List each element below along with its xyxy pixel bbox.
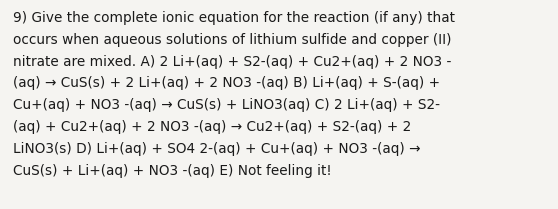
Text: LiNO3(s) D) Li+(aq) + SO4 2-(aq) + Cu+(aq) + NO3 -(aq) →: LiNO3(s) D) Li+(aq) + SO4 2-(aq) + Cu+(a… [13, 142, 421, 156]
Text: (aq) + Cu2+(aq) + 2 NO3 -(aq) → Cu2+(aq) + S2-(aq) + 2: (aq) + Cu2+(aq) + 2 NO3 -(aq) → Cu2+(aq)… [13, 120, 411, 134]
Text: 9) Give the complete ionic equation for the reaction (if any) that: 9) Give the complete ionic equation for … [13, 11, 455, 25]
Text: CuS(s) + Li+(aq) + NO3 -(aq) E) Not feeling it!: CuS(s) + Li+(aq) + NO3 -(aq) E) Not feel… [13, 164, 332, 178]
Text: Cu+(aq) + NO3 -(aq) → CuS(s) + LiNO3(aq) C) 2 Li+(aq) + S2-: Cu+(aq) + NO3 -(aq) → CuS(s) + LiNO3(aq)… [13, 98, 440, 112]
Text: (aq) → CuS(s) + 2 Li+(aq) + 2 NO3 -(aq) B) Li+(aq) + S-(aq) +: (aq) → CuS(s) + 2 Li+(aq) + 2 NO3 -(aq) … [13, 76, 440, 90]
Text: occurs when aqueous solutions of lithium sulfide and copper (II): occurs when aqueous solutions of lithium… [13, 33, 451, 47]
Text: nitrate are mixed. A) 2 Li+(aq) + S2-(aq) + Cu2+(aq) + 2 NO3 -: nitrate are mixed. A) 2 Li+(aq) + S2-(aq… [13, 55, 451, 69]
